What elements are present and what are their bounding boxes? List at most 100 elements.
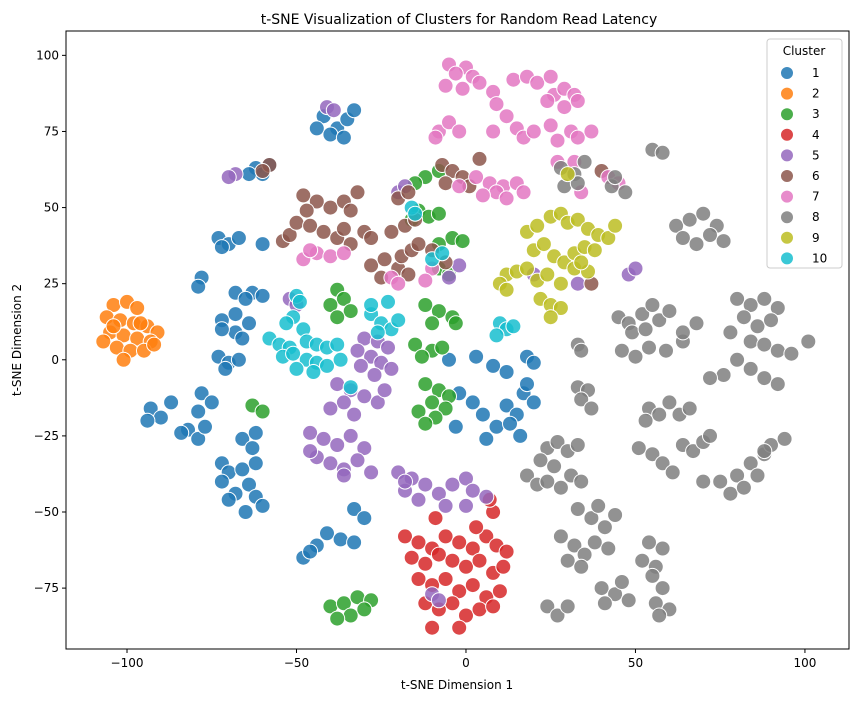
cluster-8-point: [532, 452, 549, 469]
cluster-8-point: [651, 312, 668, 329]
cluster-8-point: [549, 607, 566, 624]
cluster-6-point: [363, 257, 380, 274]
cluster-1-point: [237, 290, 254, 307]
cluster-4-point: [478, 528, 495, 545]
cluster-10-point: [369, 324, 386, 341]
cluster-1-point: [247, 455, 264, 472]
cluster-5-point: [356, 440, 373, 457]
cluster-6-point: [410, 236, 427, 253]
cluster-8-point: [569, 501, 586, 517]
cluster-6-point: [298, 202, 315, 219]
legend-label-5: 5: [812, 148, 820, 162]
cluster-8-point: [573, 558, 590, 575]
cluster-8-point: [539, 598, 556, 615]
cluster-6-point: [288, 214, 305, 231]
cluster-8-point: [634, 552, 651, 569]
cluster-5-point: [322, 400, 339, 417]
cluster-8-point: [729, 467, 746, 484]
cluster-1-point: [485, 357, 502, 374]
cluster-2-point: [129, 300, 146, 316]
cluster-8-point: [634, 306, 651, 323]
cluster-7-point: [549, 132, 566, 149]
cluster-4-point: [427, 510, 444, 527]
cluster-10-point: [288, 360, 305, 377]
cluster-8-point: [566, 537, 583, 554]
legend-marker-2: [780, 86, 794, 101]
cluster-3-point: [342, 607, 359, 624]
cluster-8-point: [729, 351, 746, 368]
legend-title: Cluster: [783, 44, 826, 58]
cluster-4-point: [451, 534, 468, 551]
cluster-5-point: [342, 427, 359, 444]
cluster-1-point: [254, 236, 271, 253]
x-tick-label: 0: [462, 656, 470, 670]
cluster-5-point: [335, 467, 352, 484]
cluster-8-point: [593, 580, 610, 597]
cluster-8-point: [573, 473, 590, 490]
cluster-10-point: [390, 312, 407, 329]
cluster-9-point: [573, 254, 590, 271]
cluster-5-point: [346, 406, 363, 423]
cluster-8-point: [674, 324, 691, 341]
cluster-5-point: [329, 437, 346, 453]
cluster-8-point: [735, 309, 752, 326]
cluster-10-point: [285, 345, 302, 362]
cluster-8-point: [654, 580, 671, 597]
cluster-5-point: [349, 452, 366, 469]
cluster-7-point: [505, 71, 522, 88]
cluster-9-point: [519, 260, 535, 277]
cluster-8-point: [546, 458, 563, 475]
cluster-10-point: [488, 327, 505, 344]
cluster-7-point: [471, 74, 488, 91]
cluster-5-point: [458, 497, 474, 514]
cluster-10-point: [278, 315, 295, 332]
cluster-8-point: [712, 473, 729, 490]
cluster-8-point: [630, 440, 647, 457]
cluster-7-point: [556, 99, 573, 116]
cluster-6-point: [349, 184, 366, 201]
cluster-8-point: [695, 473, 712, 490]
cluster-3-point: [424, 394, 441, 411]
cluster-1-point: [441, 351, 457, 368]
cluster-10-point: [342, 379, 359, 396]
cluster-10-point: [380, 293, 396, 310]
y-tick-label: 50: [44, 201, 59, 215]
cluster-4-point: [444, 595, 461, 612]
cluster-7-point: [539, 93, 556, 109]
cluster-8-point: [715, 367, 732, 383]
cluster-4-point: [471, 552, 488, 569]
legend-marker-1: [780, 66, 794, 80]
cluster-3-point: [322, 297, 339, 313]
cluster-6-point: [363, 230, 380, 246]
cluster-10-point: [332, 351, 349, 368]
cluster-8-point: [613, 574, 630, 590]
cluster-8-point: [668, 217, 685, 234]
cluster-4-point: [495, 558, 512, 575]
cluster-1-point: [525, 394, 542, 411]
cluster-8-point: [559, 598, 576, 615]
cluster-8-point: [569, 175, 586, 192]
cluster-8-point: [644, 297, 661, 313]
cluster-3-point: [454, 233, 471, 250]
cluster-4-point: [458, 607, 474, 624]
legend-label-1: 1: [812, 66, 820, 80]
cluster-3-point: [413, 348, 430, 365]
cluster-4-point: [471, 601, 488, 618]
cluster-1-point: [447, 418, 464, 435]
legend-items: 1 2 3 4 5 6 7 8 9 10: [780, 66, 827, 266]
cluster-3-point: [329, 309, 346, 326]
cluster-8-point: [664, 464, 681, 481]
cluster-8-point: [654, 540, 671, 557]
y-tick-label: 25: [44, 277, 59, 291]
cluster-5-point: [437, 497, 454, 514]
cluster-8-point: [769, 300, 786, 316]
cluster-5-point: [478, 488, 495, 505]
cluster-7-point: [441, 114, 457, 131]
cluster-8-point: [600, 540, 617, 557]
cluster-7-point: [569, 93, 586, 109]
cluster-4-point: [458, 558, 474, 575]
cluster-9-point: [539, 266, 556, 283]
cluster-1-point: [213, 473, 230, 490]
cluster-1-point: [468, 348, 485, 365]
